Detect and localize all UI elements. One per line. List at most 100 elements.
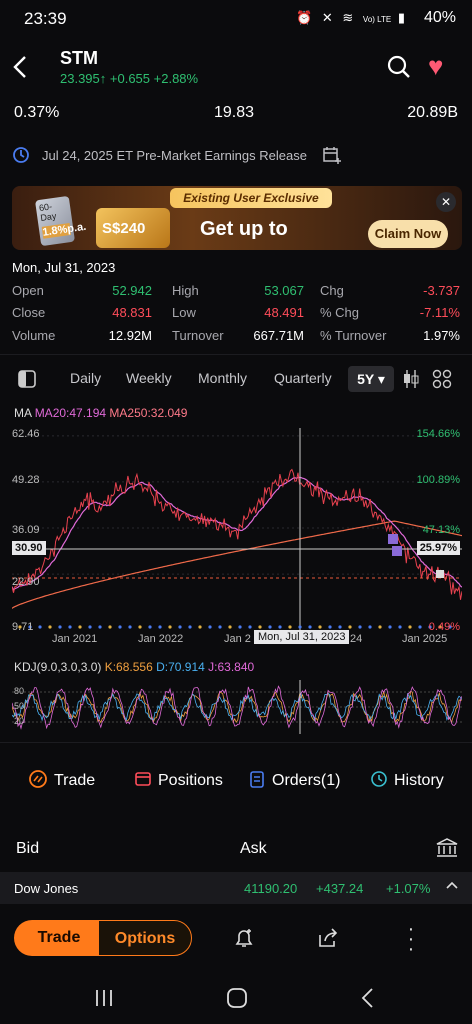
event-dot [198, 625, 202, 629]
event-dot [448, 625, 452, 629]
promo-card-amount: S$240 [96, 208, 170, 248]
chevron-up-icon[interactable] [446, 878, 458, 897]
event-marker[interactable] [436, 570, 444, 578]
event-dot [288, 625, 292, 629]
event-dot [308, 625, 312, 629]
recent-apps-icon[interactable] [94, 988, 114, 1013]
pct-label: 100.89% [416, 474, 460, 486]
kdj-level: 20 [14, 716, 25, 726]
tab-monthly[interactable]: Monthly [198, 370, 248, 386]
event-dot [228, 625, 232, 629]
kdj-level: 80 [14, 686, 25, 696]
ohlc-row-2: Close 48.831 Low 48.491 % Chg -7.11% [12, 305, 462, 325]
card1-rate: 1.8%p.a. [41, 220, 87, 239]
tab-5y-dropdown[interactable]: 5Y ▾ [348, 366, 394, 392]
volume-label: Volume [12, 328, 56, 343]
event-dot [368, 625, 372, 629]
status-icons: ⏰ ✕ ≋ Vo) LTE ▮ [296, 10, 408, 25]
event-dot [438, 625, 442, 629]
promo-card-rate: 60-Day 1.8%p.a. [34, 195, 87, 247]
event-dot [328, 625, 332, 629]
orders-action[interactable]: Orders(1) [248, 770, 340, 792]
event-dot [378, 625, 382, 629]
options-button[interactable]: Options [98, 920, 192, 956]
event-dot [78, 625, 82, 629]
event-dot [148, 625, 152, 629]
promo-banner[interactable]: 60-Day 1.8%p.a. S$240 Existing User Exclu… [12, 186, 462, 250]
chg-value: -3.737 [423, 283, 460, 298]
add-calendar-icon[interactable] [322, 145, 342, 168]
price-chart-svg[interactable] [11, 428, 463, 646]
volume-value: 12.92M [108, 328, 152, 343]
divider [0, 742, 472, 743]
event-dot [348, 625, 352, 629]
kdj-chart[interactable]: 80 50 20 [11, 680, 463, 734]
event-dot [428, 625, 432, 629]
index-ticker[interactable]: Dow Jones 41190.20 +437.24 +1.07% [0, 872, 472, 904]
grid-layout-icon[interactable] [432, 369, 452, 392]
tab-quarterly[interactable]: Quarterly [274, 370, 332, 386]
system-nav-bar [0, 980, 472, 1024]
event-dot [358, 625, 362, 629]
earnings-marker[interactable] [392, 546, 402, 556]
kdj-k-line [11, 690, 463, 724]
crosshair-pct-tag: 25.97% [416, 541, 460, 555]
divider [0, 354, 472, 355]
ask-label: Ask [240, 840, 267, 857]
history-action[interactable]: History [370, 770, 444, 792]
tab-weekly[interactable]: Weekly [126, 370, 172, 386]
y-label: 49.28 [12, 474, 40, 486]
tab-daily[interactable]: Daily [70, 370, 102, 386]
panel-toggle-icon[interactable] [18, 370, 36, 391]
trade-action[interactable]: Trade [28, 769, 96, 792]
more-options-icon[interactable]: · · · [407, 918, 415, 960]
kdj-chart-svg[interactable] [11, 680, 463, 734]
banner-close-icon[interactable]: ✕ [436, 192, 456, 212]
promo-tag: Existing User Exclusive [170, 188, 332, 208]
back-nav-icon[interactable] [360, 987, 376, 1014]
price-change-pct: +2.88% [153, 71, 199, 86]
y-label: 62.46 [12, 428, 40, 440]
earnings-text: Jul 24, 2025 ET Pre-Market Earnings Rele… [42, 148, 307, 163]
home-icon[interactable] [226, 987, 248, 1014]
share-icon[interactable] [316, 926, 340, 955]
pchg-value: -7.11% [419, 305, 460, 320]
event-dot [278, 625, 282, 629]
summary-right: 20.89B [407, 104, 458, 121]
watchlist-heart-icon[interactable]: ♥ [428, 51, 444, 81]
turnover-value: 667.71M [253, 328, 304, 343]
bank-icon[interactable] [436, 838, 458, 863]
alert-bell-icon[interactable] [232, 926, 256, 955]
history-icon [370, 770, 388, 793]
bid-ask-header: Bid Ask [0, 838, 472, 862]
event-dot [258, 625, 262, 629]
ohlc-row-3: Volume 12.92M Turnover 667.71M % Turnove… [12, 328, 462, 348]
x-label: Jan 2025 [402, 633, 448, 645]
card1-label: 60-Day [38, 201, 57, 223]
action-row: Trade Positions Orders(1) History [0, 760, 472, 800]
event-dot [388, 625, 392, 629]
positions-action[interactable]: Positions [134, 770, 223, 792]
ma-label: MA [14, 406, 32, 420]
pchg-label: % Chg [320, 305, 360, 320]
trade-button[interactable]: Trade [14, 920, 104, 956]
trade-action-label: Trade [54, 772, 96, 789]
kdj-level: 50 [14, 701, 25, 711]
candle-settings-icon[interactable] [402, 369, 420, 392]
price-chart[interactable]: 62.46 49.28 36.09 22.90 9.71 154.66% 100… [11, 428, 463, 646]
search-icon[interactable] [386, 54, 412, 80]
event-dot [398, 625, 402, 629]
open-value: 52.942 [112, 283, 152, 298]
y-label: 22.90 [12, 576, 40, 588]
earnings-clock-icon [12, 146, 30, 167]
earnings-marker[interactable] [388, 534, 398, 544]
close-label: Close [12, 305, 46, 320]
high-label: High [172, 283, 199, 298]
x-label: Jan 2022 [138, 633, 184, 645]
back-arrow-icon[interactable] [10, 54, 36, 82]
stock-header: STM 23.395↑ +0.655 +2.88% ♥ [0, 40, 472, 95]
crosshair-price-tag: 30.90 [12, 541, 46, 555]
earnings-release-row[interactable]: Jul 24, 2025 ET Pre-Market Earnings Rele… [12, 142, 462, 170]
claim-now-button[interactable]: Claim Now [368, 220, 448, 248]
kdj-j-line [11, 685, 463, 730]
